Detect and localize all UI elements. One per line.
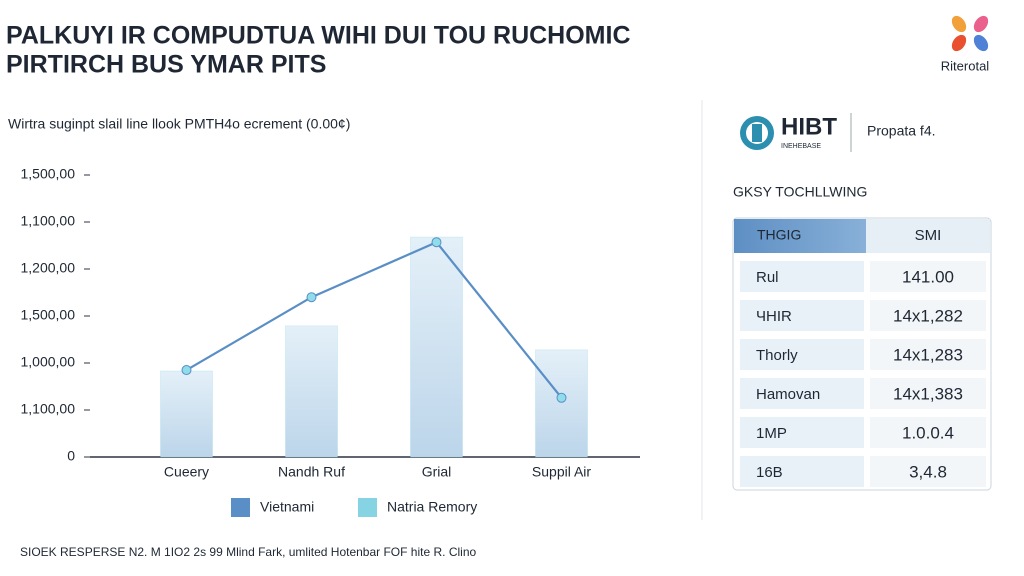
table-cell: 3,4.8 (909, 462, 947, 481)
panel-logo (740, 116, 774, 150)
table-cell: 16B (756, 464, 783, 481)
line (185, 240, 563, 399)
legend-swatch (358, 498, 377, 517)
table-header-cell (734, 219, 866, 253)
table-row (740, 261, 864, 292)
chart-subtitle: PIRTIRCH BUS YMAR PITS (6, 51, 326, 79)
panel-logo-sub: INEHEBASE (781, 143, 821, 150)
table-cell: 1.0.0.4 (902, 423, 954, 442)
table-row (870, 456, 986, 487)
x-tick-label: Suppil Air (532, 464, 591, 480)
table-row (740, 339, 864, 370)
x-tick-label: Grial (422, 464, 452, 480)
table-cell: 14x1,383 (893, 384, 963, 403)
y-tick-label: 1,100,00 (21, 213, 76, 229)
line-point (556, 392, 567, 403)
line-point (306, 292, 317, 303)
table-row (870, 339, 986, 370)
table-cell: Rul (756, 269, 779, 286)
table-header: SMI (915, 227, 942, 244)
panel-caption: Propata f4. (867, 123, 936, 139)
table-cell: Thorly (756, 347, 798, 364)
brand-name: Riterotal (941, 58, 990, 73)
table-cell: Hamovan (756, 386, 820, 403)
chart-title: PALKUYI IR COMPUDTUA WIHI DUI TOU RUCHOM… (6, 22, 631, 50)
table-header-cell (866, 219, 990, 253)
panel-heading: GKSY TOCHLLWING (733, 184, 867, 200)
table-cell: ЧHIR (756, 308, 792, 325)
table-row (740, 417, 864, 448)
line-point (431, 237, 442, 248)
table-row (740, 456, 864, 487)
legend-label: Vietnami (260, 499, 314, 515)
y-tick-label: 0 (67, 448, 75, 464)
table-row (870, 300, 986, 331)
table-row (740, 300, 864, 331)
y-tick-label: 1,200,00 (21, 260, 76, 276)
y-tick-label: 1,000,00 (21, 354, 76, 370)
y-tick-label: 1,100,00 (21, 401, 76, 417)
panel-logo-text: HIBT (781, 113, 837, 140)
table-cell: 14x1,282 (893, 306, 963, 325)
table-cell: 14x1,283 (893, 345, 963, 364)
line-point (181, 365, 192, 376)
x-tick-label: Cueery (164, 464, 209, 480)
bar (535, 349, 588, 458)
table-cell: 141.00 (902, 267, 954, 286)
bar (410, 236, 463, 458)
y-tick-label: 1,500,00 (21, 307, 76, 323)
y-tick-label: 1,500,00 (21, 166, 76, 182)
table-row (870, 378, 986, 409)
brand-logo (951, 15, 989, 52)
legend-swatch (231, 498, 250, 517)
legend-label: Natria Remory (387, 499, 477, 515)
table-row (870, 417, 986, 448)
axis-note: Wirtra suginpt slail line llook PMTH4o e… (8, 116, 350, 132)
bar (160, 370, 213, 458)
footer: SIOEK RESPERSE N2. M 1IO2 2s 99 Mlind Fa… (20, 545, 476, 559)
bar (285, 325, 338, 458)
table-header: THGIG (757, 227, 801, 243)
x-tick-label: Nandh Ruf (278, 464, 345, 480)
table-row (870, 261, 986, 292)
table-cell: 1MP (756, 425, 787, 442)
table-row (740, 378, 864, 409)
